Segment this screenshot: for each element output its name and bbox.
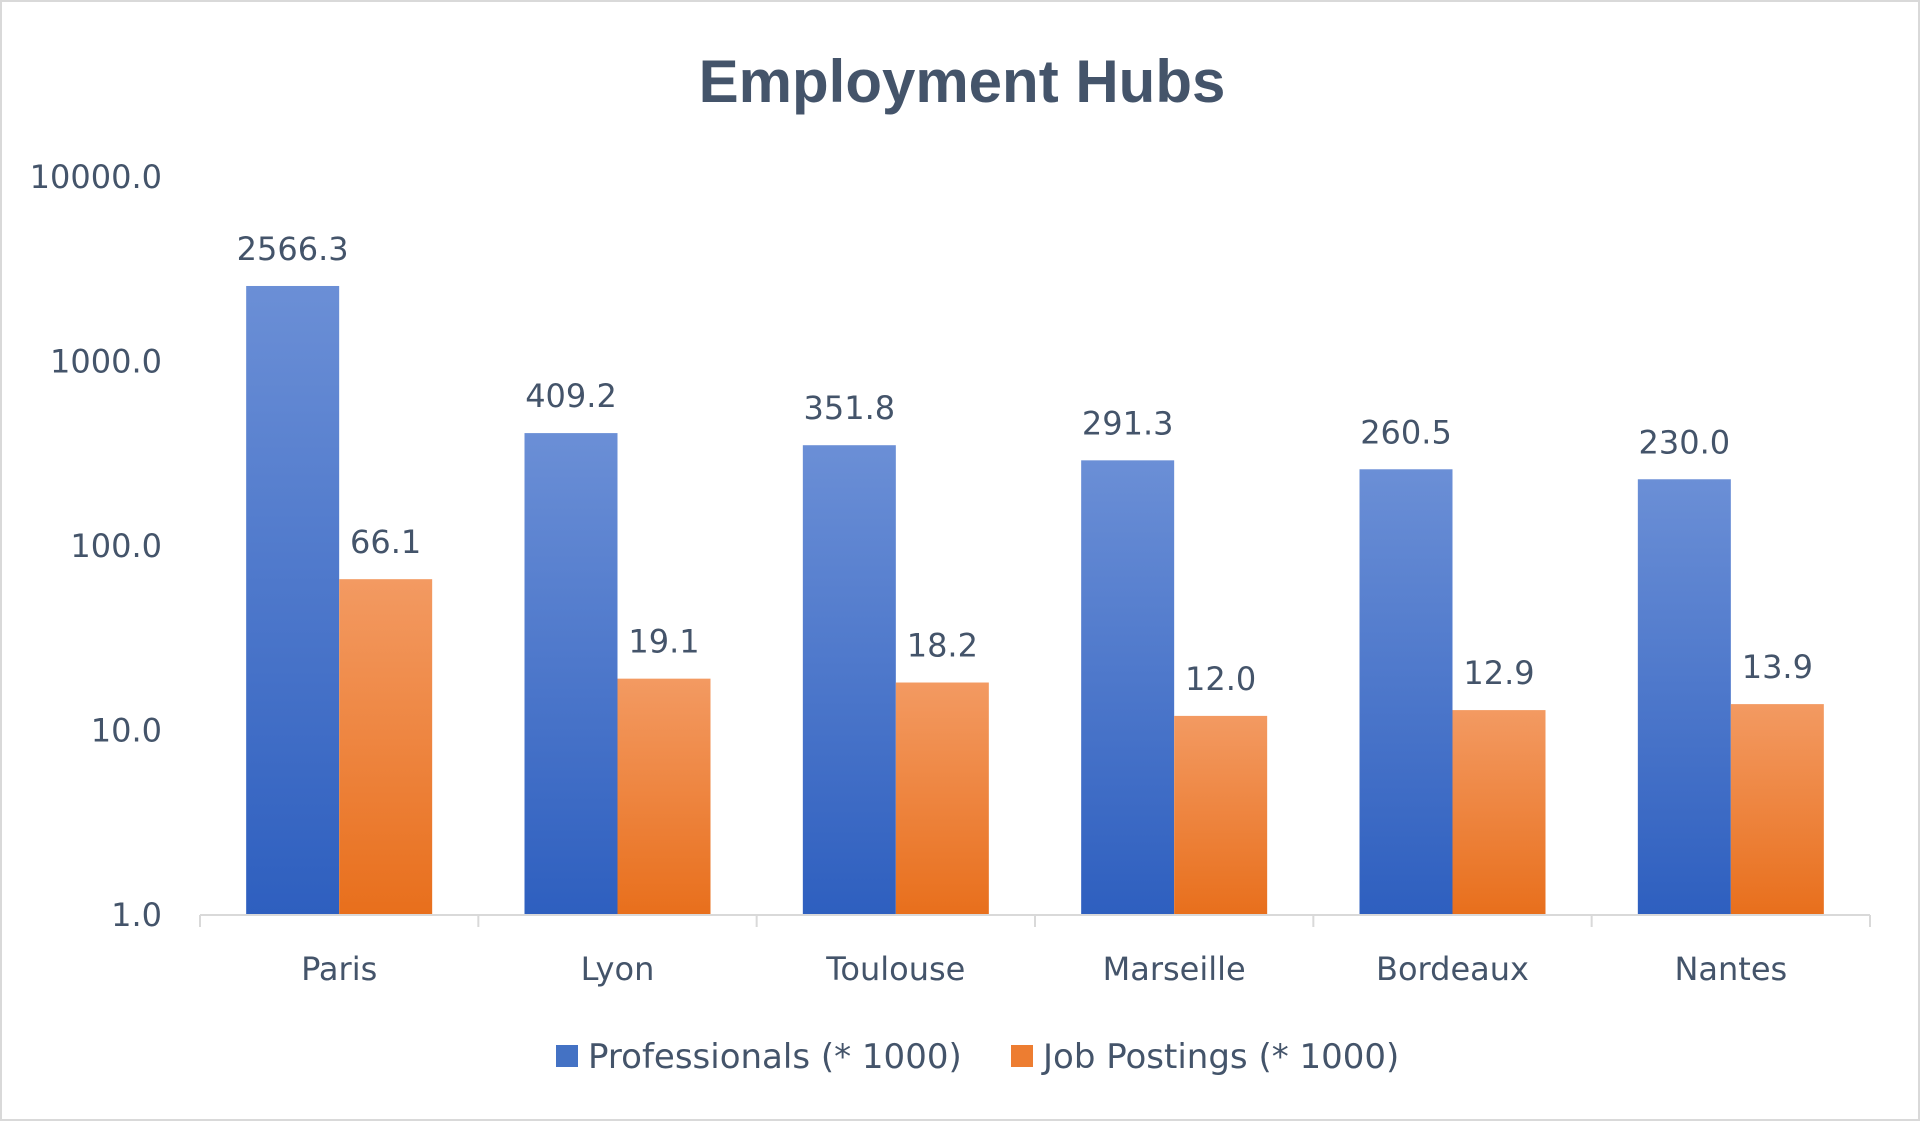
job-postings-bar xyxy=(617,678,711,915)
professionals-bar xyxy=(524,433,618,915)
legend-item: Job Postings (* 1000) xyxy=(1011,1037,1399,1077)
data-label: 409.2 xyxy=(525,377,617,415)
bar-group-bordeaux: 260.5 12.9 Bordeaux xyxy=(1359,413,1546,988)
data-label: 291.3 xyxy=(1082,404,1174,442)
bar-group-nantes: 230.0 13.9 Nantes xyxy=(1637,423,1824,988)
legend: Professionals (* 1000) Job Postings (* 10… xyxy=(556,1037,1399,1077)
professionals-bar xyxy=(802,445,896,915)
bar-group-paris: 2566.3 66.1 Paris xyxy=(237,230,433,988)
x-tick-label: Nantes xyxy=(1674,950,1787,988)
job-postings-bar xyxy=(1174,715,1268,915)
legend-label: Job Postings (* 1000) xyxy=(1041,1037,1399,1077)
x-tick-label: Bordeaux xyxy=(1376,950,1529,988)
job-postings-bar xyxy=(1452,710,1546,915)
bar-group-toulouse: 351.8 18.2 Toulouse xyxy=(802,389,989,988)
job-postings-bar xyxy=(1730,704,1824,915)
bar-group-marseille: 291.3 12.0 Marseille xyxy=(1081,404,1268,988)
y-tick-label: 1000.0 xyxy=(50,343,162,381)
x-axis xyxy=(199,914,1871,927)
data-label: 66.1 xyxy=(350,523,421,561)
legend-label: Professionals (* 1000) xyxy=(588,1037,962,1077)
data-label: 19.1 xyxy=(628,623,699,661)
job-postings-bar xyxy=(895,682,989,915)
y-tick-label: 10000.0 xyxy=(30,158,162,196)
data-label: 260.5 xyxy=(1360,413,1452,451)
x-tick-label: Toulouse xyxy=(825,950,965,988)
y-tick-label: 10.0 xyxy=(91,712,162,750)
data-label: 2566.3 xyxy=(237,230,349,268)
professionals-bar xyxy=(1359,469,1453,915)
data-label: 230.0 xyxy=(1639,423,1731,461)
y-axis: 1.0 10.0 100.0 1000.0 10000.0 xyxy=(30,158,162,934)
professionals-bar xyxy=(1637,479,1731,915)
chart-title: Employment Hubs xyxy=(699,48,1226,115)
plot-area: 2566.3 66.1 Paris 409.2 19.1 Lyon 351.8 18.2 Tou… xyxy=(237,230,1824,988)
x-tick-label: Lyon xyxy=(581,950,655,988)
x-tick-label: Marseille xyxy=(1103,950,1246,988)
data-label: 351.8 xyxy=(804,389,896,427)
data-label: 13.9 xyxy=(1742,648,1813,686)
y-tick-label: 1.0 xyxy=(111,896,162,934)
job-postings-bar xyxy=(339,579,433,915)
data-label: 12.9 xyxy=(1463,654,1534,692)
professionals-bar xyxy=(1081,460,1175,915)
legend-swatch xyxy=(1011,1045,1033,1067)
data-label: 12.0 xyxy=(1185,660,1256,698)
legend-item: Professionals (* 1000) xyxy=(556,1037,962,1077)
legend-swatch xyxy=(556,1045,578,1067)
y-tick-label: 100.0 xyxy=(70,527,162,565)
bar-group-lyon: 409.2 19.1 Lyon xyxy=(524,377,711,988)
data-label: 18.2 xyxy=(907,627,978,665)
x-tick-label: Paris xyxy=(301,950,377,988)
professionals-bar xyxy=(246,285,340,915)
